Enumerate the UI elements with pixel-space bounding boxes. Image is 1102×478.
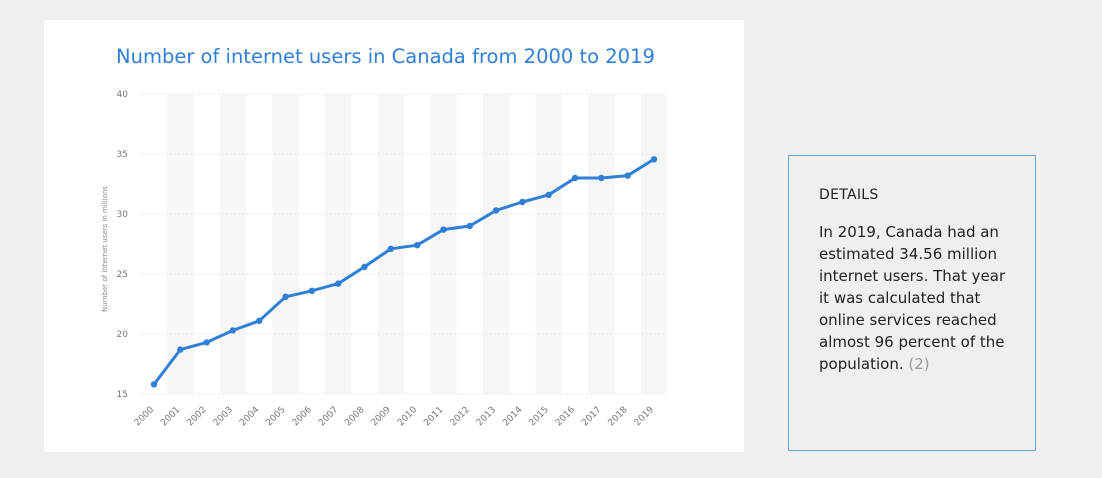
- y-tick-label: 40: [117, 90, 129, 100]
- x-tick-label: 2001: [159, 405, 182, 428]
- y-tick-label: 30: [117, 210, 129, 220]
- data-point: [177, 346, 184, 353]
- x-tick-label: 2006: [291, 405, 314, 428]
- x-tick-label: 2019: [633, 405, 656, 428]
- column-band: [430, 94, 457, 394]
- data-point: [492, 207, 500, 214]
- y-tick-label: 20: [117, 330, 129, 340]
- column-band: [167, 94, 194, 394]
- data-point: [598, 174, 605, 182]
- details-heading: DETAILS: [819, 187, 879, 203]
- x-tick-label: 2010: [396, 405, 419, 428]
- data-point: [229, 327, 237, 334]
- chart-title: Number of internet users in Canada from …: [116, 45, 655, 68]
- x-tick-label: 2011: [422, 405, 445, 428]
- x-tick-label: 2012: [449, 405, 472, 428]
- y-tick-label: 35: [117, 150, 128, 160]
- column-band: [482, 94, 510, 394]
- column-band: [640, 94, 668, 394]
- y-axis-label: Number of internet users in millions: [101, 186, 109, 312]
- data-point: [650, 156, 658, 163]
- data-point: [466, 222, 473, 230]
- x-tick-label: 2002: [185, 405, 208, 428]
- column-band: [325, 94, 352, 394]
- data-point: [282, 293, 289, 300]
- x-tick-label: 2016: [554, 405, 577, 428]
- x-tick-label: 2017: [580, 405, 603, 428]
- data-point: [519, 198, 526, 206]
- data-point: [203, 339, 210, 346]
- details-panel: DETAILS In 2019, Canada had an estimated…: [788, 155, 1036, 451]
- data-point: [387, 245, 395, 252]
- reference-link[interactable]: (2): [908, 355, 930, 373]
- data-point: [624, 172, 631, 179]
- data-point: [335, 280, 342, 287]
- data-point: [545, 191, 552, 198]
- column-band: [377, 94, 404, 394]
- x-tick-label: 2005: [264, 405, 287, 428]
- x-tick-label: 2009: [370, 405, 393, 428]
- data-point: [571, 174, 579, 182]
- x-tick-label: 2008: [343, 405, 366, 428]
- x-tick-label: 2014: [501, 405, 524, 428]
- data-point: [413, 242, 421, 249]
- x-tick-label: 2004: [238, 405, 261, 428]
- column-band: [219, 94, 247, 394]
- x-tick-label: 2015: [528, 405, 551, 428]
- series-line: [152, 157, 656, 386]
- data-point: [256, 317, 263, 324]
- column-band: [535, 94, 562, 394]
- column-band: [588, 94, 615, 394]
- x-tick-label: 2007: [317, 405, 340, 428]
- x-tick-label: 2003: [212, 405, 235, 428]
- y-tick-label: 25: [117, 270, 128, 280]
- data-point: [150, 381, 158, 388]
- y-tick-label: 15: [117, 390, 128, 400]
- data-point: [440, 226, 447, 233]
- x-tick-label: 2000: [133, 405, 156, 428]
- x-tick-label: 2013: [475, 405, 498, 428]
- data-point: [308, 287, 316, 294]
- x-tick-label: 2018: [607, 405, 630, 428]
- details-body: In 2019, Canada had an estimated 34.56 m…: [819, 223, 1006, 373]
- column-band: [272, 94, 299, 394]
- details-text: In 2019, Canada had an estimated 34.56 m…: [819, 221, 1019, 375]
- chart-card: Number of internet users in Canada from …: [44, 20, 744, 452]
- line-chart: 15 20 25 30 35 40 Number of internet users in …: [101, 90, 668, 428]
- data-point: [361, 263, 368, 270]
